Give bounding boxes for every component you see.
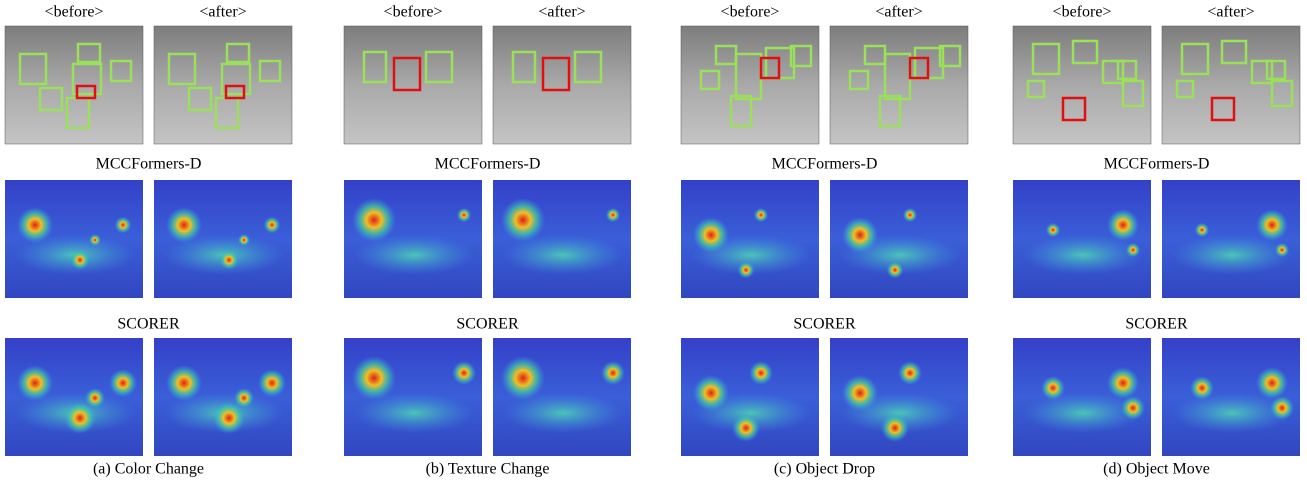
attention-spot (89, 234, 101, 246)
attention-spot (17, 365, 53, 401)
attention-spot (457, 208, 471, 222)
attention-spot (842, 375, 878, 411)
attention-spot (17, 207, 53, 243)
attention-spot (238, 234, 250, 246)
after-label: <after> (1207, 4, 1254, 21)
before-label: <before> (384, 4, 443, 21)
attention-spot (352, 198, 396, 242)
attention-spot (501, 198, 545, 242)
method-label: MCCFormers-D (772, 156, 878, 173)
attention-spot (1107, 367, 1139, 399)
attention-spot (606, 208, 620, 222)
attention-spot (501, 356, 545, 400)
attention-spot (881, 414, 909, 442)
attention-spot (738, 262, 755, 279)
attention-spot (219, 250, 238, 269)
attention-spot (166, 207, 202, 243)
method-label: SCORER (793, 316, 856, 333)
attention-spot (115, 217, 132, 234)
attention-spot (85, 388, 105, 408)
panel-caption: (a) Color Change (93, 461, 204, 478)
after-label: <after> (199, 4, 246, 21)
scene-image (493, 26, 631, 144)
attention-spot (258, 369, 286, 397)
method-label: SCORER (456, 316, 519, 333)
attention-spot (1270, 396, 1294, 420)
attention-spot (887, 262, 904, 279)
scene-image (344, 26, 482, 144)
panel-caption: (c) Object Drop (774, 461, 875, 478)
attention-spot (1107, 209, 1139, 241)
before-label: <before> (721, 4, 780, 21)
attention-spot (693, 375, 729, 411)
method-label: MCCFormers-D (435, 156, 541, 173)
attention-spot (601, 361, 625, 385)
attention-spot (1121, 396, 1145, 420)
attention-spot (1256, 209, 1288, 241)
attention-spot (264, 217, 281, 234)
after-label: <after> (875, 4, 922, 21)
attention-spot (1041, 376, 1065, 400)
attention-spot (903, 208, 917, 222)
attention-spot (749, 361, 773, 385)
attention-spot (1195, 223, 1209, 237)
after-label: <after> (538, 4, 585, 21)
before-label: <before> (1053, 4, 1112, 21)
attention-spot (1046, 223, 1060, 237)
attention-spot (754, 208, 768, 222)
method-label: MCCFormers-D (96, 156, 202, 173)
attention-spot (1275, 243, 1289, 257)
method-label: SCORER (1125, 316, 1188, 333)
method-label: SCORER (117, 316, 180, 333)
before-label: <before> (45, 4, 104, 21)
method-label: MCCFormers-D (1104, 156, 1210, 173)
attention-spot (166, 365, 202, 401)
attention-spot (1190, 376, 1214, 400)
attention-glow (1023, 235, 1143, 275)
attention-spot (1126, 243, 1140, 257)
attention-glow (1172, 235, 1292, 275)
attention-spot (352, 356, 396, 400)
attention-spot (70, 250, 89, 269)
attention-spot (452, 361, 476, 385)
attention-spot (842, 217, 878, 253)
panel-caption: (d) Object Move (1103, 461, 1210, 478)
panel-caption: (b) Texture Change (426, 461, 550, 478)
attention-spot (693, 217, 729, 253)
attention-spot (732, 414, 760, 442)
attention-spot (109, 369, 137, 397)
figure: <before> <after> MCCFormers-D SCORER (a) Col… (0, 0, 1307, 486)
attention-spot (898, 361, 922, 385)
attention-spot (234, 388, 254, 408)
attention-spot (1256, 367, 1288, 399)
